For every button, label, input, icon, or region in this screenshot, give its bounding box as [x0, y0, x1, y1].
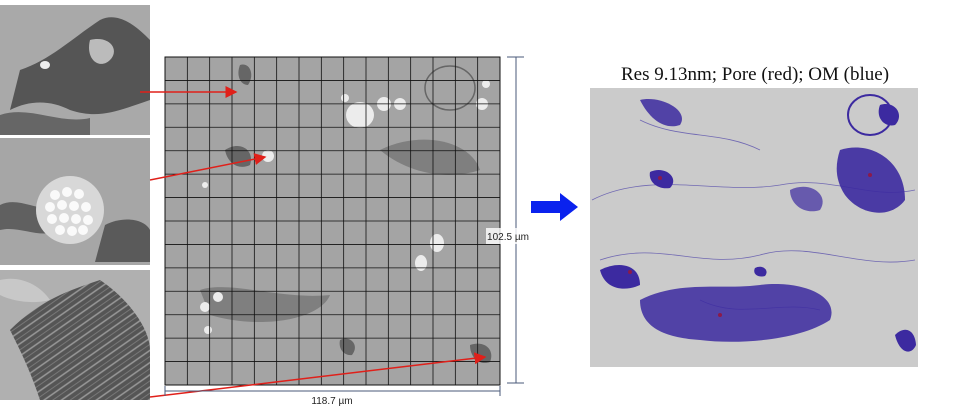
dimension-lines — [164, 56, 524, 396]
height-label: 102.5 µm — [487, 232, 529, 243]
inset-top — [0, 5, 150, 135]
arrow-right — [531, 193, 578, 221]
inset-middle — [0, 138, 150, 265]
inset-bottom — [0, 270, 150, 400]
sem-grid-image — [164, 56, 501, 386]
pointer-arrows — [140, 86, 487, 398]
width-label: 118.7 µm — [311, 396, 352, 407]
result-title: Res 9.13nm; Pore (red); OM (blue) — [621, 64, 889, 85]
segmented-image — [590, 88, 918, 367]
